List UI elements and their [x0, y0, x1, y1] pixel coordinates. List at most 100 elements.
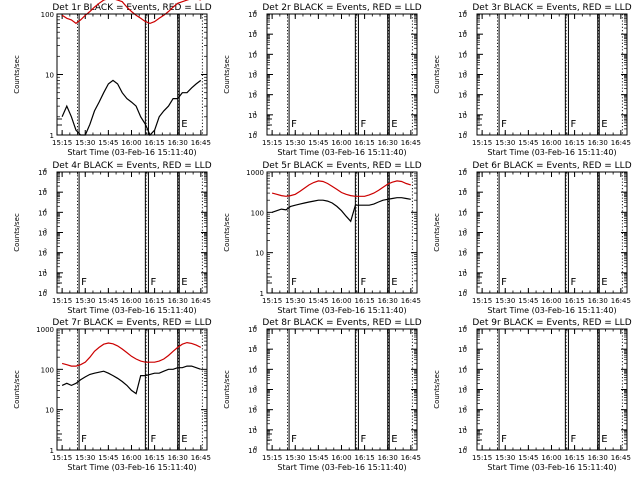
- event-flag: F: [501, 119, 507, 130]
- y-tick-label: 10-3: [38, 229, 47, 238]
- y-tick-exponent: -4: [462, 208, 467, 214]
- x-tick-label: 15:30: [75, 139, 95, 147]
- x-tick-label: 15:45: [308, 139, 328, 147]
- x-tick-label: 16:15: [145, 454, 165, 462]
- y-tick-exponent: -1: [42, 269, 47, 275]
- y-tick-label: 10-2: [38, 249, 47, 258]
- y-tick-exponent: -6: [252, 10, 257, 16]
- y-tick-label: 10-4: [458, 208, 467, 217]
- x-tick-label: 15:30: [285, 454, 305, 462]
- x-tick-label: 16:15: [565, 297, 585, 305]
- x-tick-label: 16:45: [611, 454, 631, 462]
- y-tick-exponent: -3: [252, 71, 257, 77]
- x-tick-label: 15:15: [52, 454, 72, 462]
- x-tick-label: 16:30: [378, 139, 398, 147]
- y-tick-label: 10-4: [458, 50, 467, 59]
- y-tick-exponent: 0: [254, 446, 257, 452]
- y-tick-exponent: 0: [464, 446, 467, 452]
- y-tick-exponent: 0: [464, 131, 467, 137]
- x-tick-label: 16:00: [121, 297, 141, 305]
- x-tick-label: 15:30: [285, 297, 305, 305]
- y-tick-label: 100: [41, 11, 54, 19]
- y-tick-label: 10-4: [38, 208, 47, 217]
- y-tick-label: 10-3: [458, 229, 467, 238]
- y-tick-label: 100: [458, 446, 467, 455]
- event-flag: F: [291, 277, 297, 288]
- y-tick-label: 10-1: [458, 111, 467, 120]
- y-axis-label: Counts/sec: [433, 370, 441, 409]
- y-tick-label: 10-1: [38, 269, 47, 278]
- y-tick-label: 100: [458, 289, 467, 298]
- y-tick-label: 1: [50, 132, 54, 140]
- series-lld: [61, 0, 201, 25]
- y-tick-exponent: -6: [42, 168, 47, 174]
- y-tick-exponent: -1: [252, 111, 257, 117]
- x-tick-label: 16:15: [355, 297, 375, 305]
- x-tick-label: 16:15: [565, 454, 585, 462]
- y-tick-exponent: -6: [462, 168, 467, 174]
- x-tick-label: 15:30: [495, 139, 515, 147]
- y-tick-label: 10-2: [248, 406, 257, 415]
- y-tick-exponent: -5: [42, 188, 47, 194]
- panel-det-1: Det 1r BLACK = Events, RED = LLD Counts/s…: [13, 0, 212, 157]
- y-tick-exponent: -5: [462, 188, 467, 194]
- event-flag: F: [570, 119, 576, 130]
- x-tick-label: 15:45: [518, 454, 538, 462]
- plot-frame: [266, 171, 418, 294]
- x-tick-label: 15:30: [495, 454, 515, 462]
- event-flag: F: [291, 119, 297, 130]
- x-tick-label: 15:15: [52, 297, 72, 305]
- x-tick-label: 16:45: [401, 454, 421, 462]
- panel-title: Det 6r BLACK = Events, RED = LLD: [472, 161, 631, 171]
- event-flag: F: [501, 277, 507, 288]
- y-tick-label: 100: [251, 209, 264, 217]
- x-tick-label: 16:00: [121, 454, 141, 462]
- y-tick-label: 10-3: [248, 71, 257, 80]
- panel-det-9: Det 9r BLACK = Events, RED = LLD Counts/s…: [433, 318, 632, 472]
- x-axis-label: Start Time (03-Feb-16 15:11:40): [487, 306, 616, 315]
- panel-title: Det 5r BLACK = Events, RED = LLD: [262, 161, 421, 171]
- y-tick-exponent: -4: [462, 50, 467, 56]
- panel-title: Det 3r BLACK = Events, RED = LLD: [472, 3, 631, 13]
- y-tick-exponent: -4: [42, 208, 47, 214]
- panel-title: Det 1r BLACK = Events, RED = LLD: [52, 3, 211, 13]
- y-tick-label: 10-6: [458, 10, 467, 19]
- panel-title: Det 4r BLACK = Events, RED = LLD: [52, 161, 211, 171]
- y-tick-label: 10-2: [248, 91, 257, 100]
- x-axis-label: Start Time (03-Feb-16 15:11:40): [487, 463, 616, 472]
- plot-frame: [266, 328, 418, 451]
- y-tick-label: 10-4: [248, 50, 257, 59]
- event-flag: F: [360, 434, 366, 445]
- y-tick-label: 1000: [246, 169, 264, 177]
- x-tick-label: 15:15: [472, 139, 492, 147]
- y-tick-label: 1: [50, 447, 54, 455]
- x-tick-label: 16:00: [331, 297, 351, 305]
- y-tick-label: 10: [255, 250, 264, 258]
- y-tick-label: 100: [248, 446, 257, 455]
- x-tick-label: 16:30: [588, 454, 608, 462]
- y-tick-exponent: -4: [462, 365, 467, 371]
- y-tick-label: 10-5: [248, 30, 257, 39]
- x-tick-label: 16:00: [541, 139, 561, 147]
- x-tick-label: 15:15: [52, 139, 72, 147]
- plot-frame: [476, 171, 628, 294]
- x-tick-label: 16:15: [145, 297, 165, 305]
- y-tick-label: 10-3: [458, 71, 467, 80]
- panel-det-7: Det 7r BLACK = Events, RED = LLD Counts/s…: [13, 318, 212, 472]
- event-flag: E: [601, 119, 607, 130]
- x-tick-label: 15:45: [98, 297, 118, 305]
- y-tick-label: 10-3: [458, 386, 467, 395]
- y-tick-exponent: -5: [462, 345, 467, 351]
- y-tick-label: 10-1: [248, 426, 257, 435]
- y-axis-label: Counts/sec: [223, 55, 231, 94]
- x-tick-label: 16:30: [378, 297, 398, 305]
- y-tick-label: 100: [458, 131, 467, 140]
- event-flag: E: [391, 434, 397, 445]
- y-tick-label: 10-1: [458, 426, 467, 435]
- y-tick-label: 10-1: [248, 111, 257, 120]
- y-tick-exponent: -5: [252, 30, 257, 36]
- event-flag: E: [601, 277, 607, 288]
- y-tick-exponent: -2: [42, 249, 47, 255]
- y-tick-label: 10-5: [248, 345, 257, 354]
- x-tick-label: 16:15: [355, 139, 375, 147]
